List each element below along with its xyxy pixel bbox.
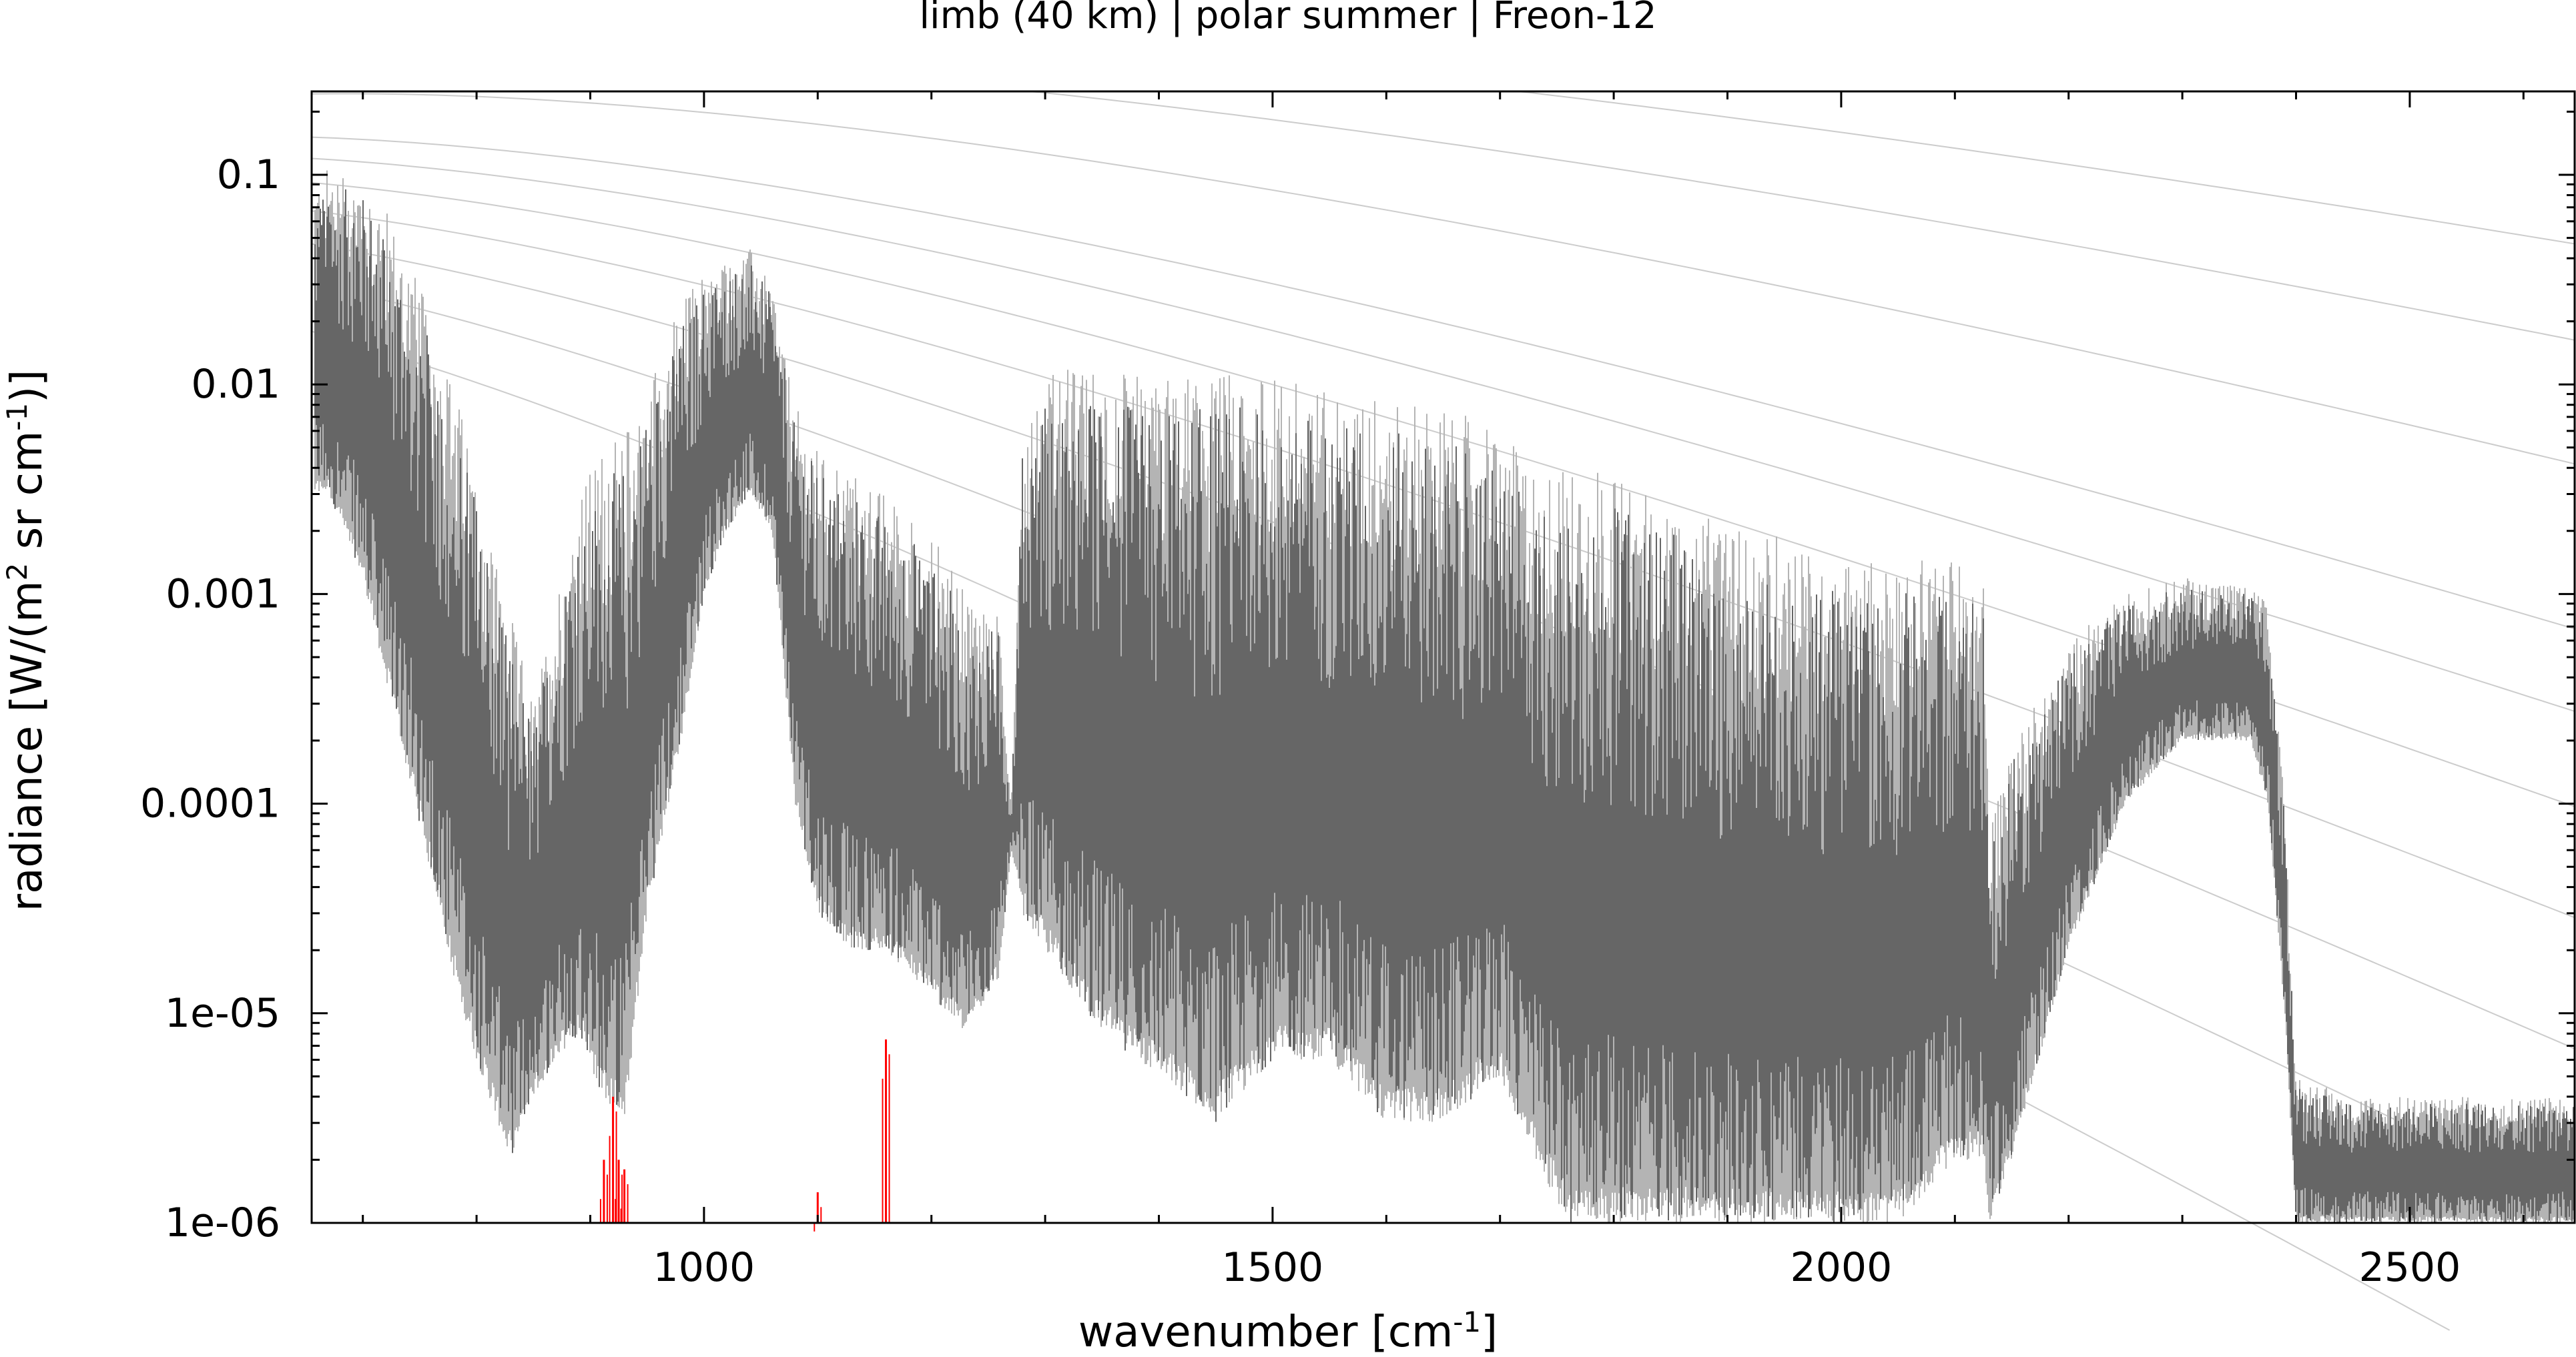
planck-curve	[312, 91, 2575, 341]
tick-marks	[312, 91, 2575, 1224]
chart-title: limb (40 km) | polar summer | Freon-12	[919, 0, 1656, 37]
x-tick-label: 2000	[1791, 1244, 1893, 1291]
freon12-spectrum	[599, 1039, 890, 1232]
spectrum-total-line	[314, 189, 2574, 1223]
spectrum-total	[314, 189, 2574, 1223]
x-tick-label: 1500	[1222, 1244, 1324, 1291]
y-tick-label: 1e-06	[165, 1200, 280, 1246]
planck-curve	[311, 157, 2575, 713]
y-tick-labels: 1e-06 1e-05 0.0001 0.001 0.01 0.1	[140, 151, 280, 1246]
planck-curve	[311, 93, 2575, 465]
x-tick-label: 2500	[2359, 1244, 2461, 1291]
x-axis-label: wavenumber [cm-1]	[1078, 1306, 1498, 1357]
y-axis-label: radiance [W/(m2 sr cm-1)]	[1, 370, 52, 911]
x-tick-labels: 1000 1500 2000 2500	[653, 1244, 2461, 1291]
planck-curve	[311, 136, 2575, 630]
y-tick-label: 0.01	[191, 361, 280, 408]
x-tick-label: 1000	[653, 1244, 755, 1291]
planck-curve	[311, 210, 2575, 919]
axis-ticks	[312, 91, 2575, 1224]
y-tick-label: 0.0001	[140, 781, 280, 827]
y-tick-label: 1e-05	[165, 990, 280, 1037]
y-tick-label: 0.001	[166, 570, 280, 617]
y-tick-label: 0.1	[217, 151, 280, 198]
